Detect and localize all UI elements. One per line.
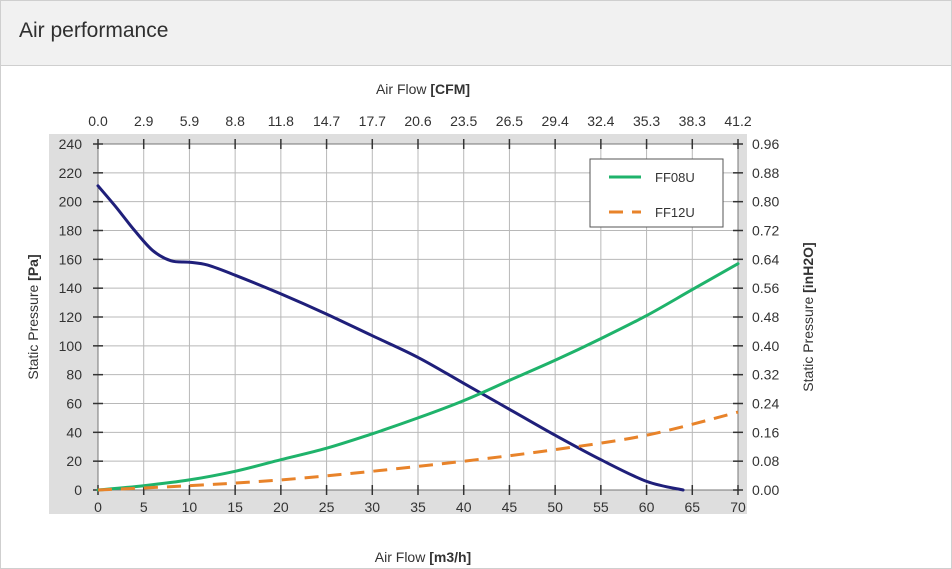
y-right-tick-label: 0.56 (752, 280, 779, 296)
y-right-tick-label: 0.08 (752, 453, 779, 469)
y-right-tick-label: 0.16 (752, 424, 779, 440)
top-axis-title: Air Flow [CFM] (376, 81, 470, 97)
y-right-tick-label: 0.40 (752, 338, 779, 354)
panel-header: Air performance (1, 1, 951, 66)
x-bottom-tick-label: 65 (684, 499, 700, 515)
y-left-tick-label: 100 (59, 338, 83, 354)
legend: FF08U FF12U (589, 158, 724, 228)
x-top-tick-label: 38.3 (679, 113, 706, 129)
x-bottom-tick-label: 30 (364, 499, 380, 515)
x-bottom-tick-label: 20 (273, 499, 289, 515)
x-top-tick-label: 23.5 (450, 113, 477, 129)
y-left-tick-label: 120 (59, 309, 83, 325)
y-left-tick-label: 80 (66, 367, 82, 383)
x-bottom-tick-label: 10 (182, 499, 198, 515)
panel-title: Air performance (19, 19, 169, 42)
x-top-tick-label: 26.5 (496, 113, 523, 129)
legend-box (589, 158, 724, 228)
y-left-tick-label: 140 (59, 280, 83, 296)
x-top-tick-label: 5.9 (180, 113, 200, 129)
x-top-tick-label: 2.9 (134, 113, 154, 129)
y-right-tick-label: 0.80 (752, 194, 779, 210)
y-right-tick-label: 0.00 (752, 482, 779, 498)
x-bottom-tick-label: 45 (502, 499, 518, 515)
y-right-tick-label: 0.64 (752, 251, 779, 267)
y-left-tick-label: 200 (59, 194, 83, 210)
y-left-tick-label: 40 (66, 424, 82, 440)
y-left-tick-label: 60 (66, 396, 82, 412)
x-top-tick-label: 20.6 (404, 113, 431, 129)
x-bottom-tick-label: 15 (227, 499, 243, 515)
x-top-tick-label: 17.7 (359, 113, 386, 129)
x-top-tick-label: 32.4 (587, 113, 614, 129)
series-layer (96, 184, 740, 492)
y-right-tick-label: 0.24 (752, 396, 779, 412)
x-top-tick-label: 41.2 (724, 113, 751, 129)
y-right-tick-label: 0.48 (752, 309, 779, 325)
bottom-axis-title: Air Flow [m3/h] (375, 549, 471, 565)
x-bottom-tick-label: 50 (547, 499, 563, 515)
x-top-tick-label: 11.8 (268, 113, 294, 129)
x-top-tick-label: 29.4 (542, 113, 569, 129)
series-line-1 (96, 262, 740, 492)
left-axis-title: Static Pressure [Pa] (25, 254, 41, 379)
y-left-tick-label: 0 (74, 482, 82, 498)
x-bottom-tick-label: 5 (140, 499, 148, 515)
axis-titles: Air Flow [CFM] Air Flow [m3/h] Static Pr… (25, 81, 816, 565)
x-top-tick-label: 35.3 (633, 113, 660, 129)
y-left-tick-label: 20 (66, 453, 82, 469)
series-line-0 (96, 184, 685, 492)
x-top-tick-label: 8.8 (225, 113, 245, 129)
y-left-tick-label: 220 (59, 165, 83, 181)
y-right-tick-label: 0.96 (752, 136, 779, 152)
gridlines (98, 144, 738, 490)
x-bottom-tick-label: 55 (593, 499, 609, 515)
series-line-2 (97, 410, 739, 492)
air-performance-chart: 0 5 10 15 20 25 30 35 40 45 50 55 60 65 70 0.0 2.9 5.9 8.8… (25, 81, 816, 565)
right-axis-title: Static Pressure [inH2O] (800, 242, 816, 391)
x-bottom-tick-label: 0 (94, 499, 102, 515)
x-bottom-tick-label: 25 (319, 499, 335, 515)
y-left-tick-label: 160 (59, 251, 83, 267)
legend-label: FF08U (655, 170, 695, 185)
axes: 0 5 10 15 20 25 30 35 40 45 50 55 60 65 70 0.0 2.9 5.9 8.8… (59, 113, 780, 515)
x-bottom-tick-label: 35 (410, 499, 426, 515)
x-top-tick-label: 0.0 (88, 113, 108, 129)
y-right-tick-label: 0.72 (752, 223, 779, 239)
x-top-tick-label: 14.7 (313, 113, 340, 129)
x-bottom-tick-label: 40 (456, 499, 472, 515)
x-bottom-tick-label: 60 (639, 499, 655, 515)
y-left-tick-label: 180 (59, 223, 83, 239)
y-left-tick-label: 240 (59, 136, 83, 152)
legend-label: FF12U (655, 205, 695, 220)
x-bottom-tick-label: 70 (730, 499, 746, 515)
y-right-tick-label: 0.88 (752, 165, 779, 181)
y-right-tick-label: 0.32 (752, 367, 779, 383)
